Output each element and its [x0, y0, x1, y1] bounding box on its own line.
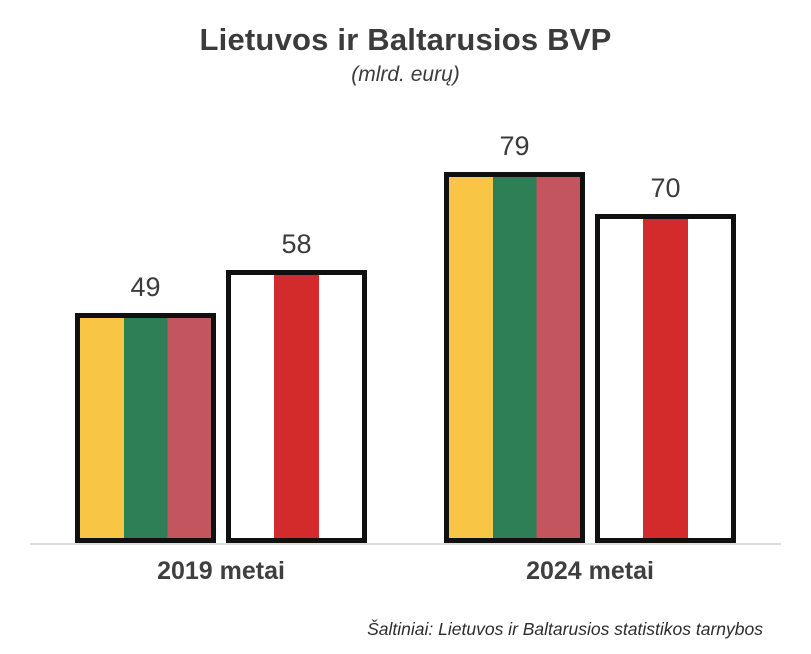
- bar-column-lietuva-2019: 49: [75, 274, 216, 543]
- bar-chart: 49 58 79 70 2019 metai 2024 metai: [30, 103, 781, 586]
- x-axis-label-2019: 2019 metai: [157, 557, 285, 585]
- value-label-baltarusija-2019: 58: [281, 229, 312, 259]
- x-axis-label-2024: 2024 metai: [526, 557, 654, 585]
- value-label-lietuva-2019: 49: [130, 272, 161, 302]
- bar-lietuva-2024: [444, 172, 585, 543]
- bar-baltarusija-2024: [595, 214, 736, 543]
- bar-group-2019: 49 58: [75, 231, 367, 543]
- bar-column-lietuva-2024: 79: [444, 133, 585, 543]
- bar-baltarusija-2019: [226, 270, 367, 543]
- chart-subtitle: (mlrd. eurų): [351, 63, 460, 86]
- value-label-lietuva-2024: 79: [499, 131, 530, 161]
- plot-area: 49 58 79 70: [30, 103, 781, 545]
- source-note: Šaltiniai: Lietuvos ir Baltarusios stati…: [367, 619, 763, 639]
- chart-title: Lietuvos ir Baltarusios BVP: [199, 22, 612, 57]
- value-label-baltarusija-2024: 70: [650, 173, 681, 203]
- bar-column-baltarusija-2024: 70: [595, 175, 736, 543]
- bar-lietuva-2019: [75, 313, 216, 543]
- bar-column-baltarusija-2019: 58: [226, 231, 367, 543]
- bar-group-2024: 79 70: [444, 133, 736, 543]
- x-axis-labels: 2019 metai 2024 metai: [30, 557, 781, 586]
